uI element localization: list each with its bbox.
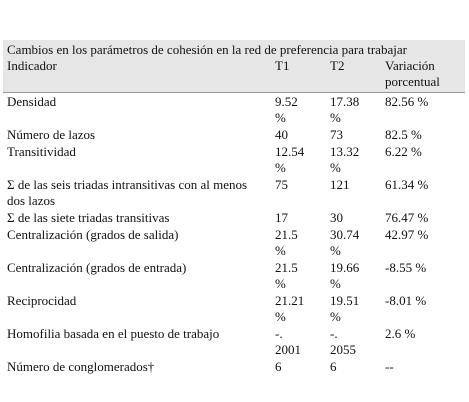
table-cell: -. 2055 xyxy=(330,326,356,357)
table-cell: -. 2001 xyxy=(275,326,301,357)
table-cell: 6 xyxy=(275,359,282,374)
table-cell: 73 xyxy=(330,127,343,142)
table-row: Transitividad 12.54 % 13.32 % 6.22 % xyxy=(3,143,465,176)
table-cell: Número de conglomerados† xyxy=(7,359,155,374)
table-cell: 82.56 % xyxy=(385,94,429,109)
table-row: Σ de las siete triadas transitivas 17 30 76… xyxy=(3,209,465,226)
header-cell: T1 xyxy=(271,58,326,93)
header-cell: Indicador xyxy=(3,58,271,93)
table-cell: Reciprocidad xyxy=(7,293,77,308)
table-cell: Homofilia basada en el puesto de trabajo xyxy=(7,326,220,341)
table-cell: 21.5 % xyxy=(275,260,298,291)
table-cell: Centralización (grados de entrada) xyxy=(7,260,187,275)
table-container: Cambios en los parámetros de cohesión en… xyxy=(3,40,465,375)
table-cell: Transitividad xyxy=(7,144,76,159)
table-row: Número de lazos 40 73 82.5 % xyxy=(3,126,465,143)
header-row: Indicador T1 T2 Variación porcentual xyxy=(3,58,465,93)
table-cell: 6 xyxy=(330,359,337,374)
table-cell: 21.5 % xyxy=(275,227,298,258)
table-cell: 21.21 % xyxy=(275,293,305,324)
table-cell: Centralización (grados de salida) xyxy=(7,227,179,242)
table-row: Número de conglomerados† 6 6 -- xyxy=(3,358,465,375)
table-cell: -8.55 % xyxy=(385,260,427,275)
table-cell: 42.97 % xyxy=(385,227,429,242)
table-body: Densidad 9.52 % 17.38 % 82.56 % Número de la… xyxy=(3,93,465,376)
table-row: Centralización (grados de entrada) 21.5 %… xyxy=(3,259,465,292)
table-cell: Σ de las siete triadas transitivas xyxy=(7,210,170,225)
table-cell: 30.74 % xyxy=(330,227,360,258)
table-cell: 12.54 % xyxy=(275,144,305,175)
table-row: Σ de las seis triadas intransitivas con … xyxy=(3,176,465,209)
table-cell: 75 xyxy=(275,177,288,192)
table-cell: 30 xyxy=(330,210,343,225)
table-cell: 40 xyxy=(275,127,288,142)
table-cell: 9.52 % xyxy=(275,94,298,125)
table-cell: 76.47 % xyxy=(385,210,429,225)
table-cell: 19.51 % xyxy=(330,293,360,324)
table-cell: 17.38 % xyxy=(330,94,360,125)
table-caption: Cambios en los parámetros de cohesión en… xyxy=(3,40,465,58)
table-cell: 6.22 % xyxy=(385,144,422,159)
table-cell: Densidad xyxy=(7,94,57,109)
table: Cambios en los parámetros de cohesión en… xyxy=(3,40,465,375)
table-cell: -- xyxy=(385,359,394,374)
header-cell: Variación porcentual xyxy=(381,58,465,93)
table-cell: Σ de las seis triadas intransitivas con … xyxy=(7,177,248,208)
header-cell: T2 xyxy=(326,58,381,93)
table-row: Homofilia basada en el puesto de trabajo… xyxy=(3,325,465,358)
table-cell: Número de lazos xyxy=(7,127,96,142)
table-row: Centralización (grados de salida) 21.5 % 3… xyxy=(3,226,465,259)
table-row: Densidad 9.52 % 17.38 % 82.56 % xyxy=(3,93,465,127)
table-cell: 61.34 % xyxy=(385,177,429,192)
table-cell: -8.01 % xyxy=(385,293,427,308)
table-cell: 2.6 % xyxy=(385,326,416,341)
table-cell: 17 xyxy=(275,210,288,225)
table-cell: 82.5 % xyxy=(385,127,422,142)
table-cell: 13.32 % xyxy=(330,144,360,175)
table-cell: 121 xyxy=(330,177,350,192)
table-row: Reciprocidad 21.21 % 19.51 % -8.01 % xyxy=(3,292,465,325)
table-cell: 19.66 % xyxy=(330,260,360,291)
